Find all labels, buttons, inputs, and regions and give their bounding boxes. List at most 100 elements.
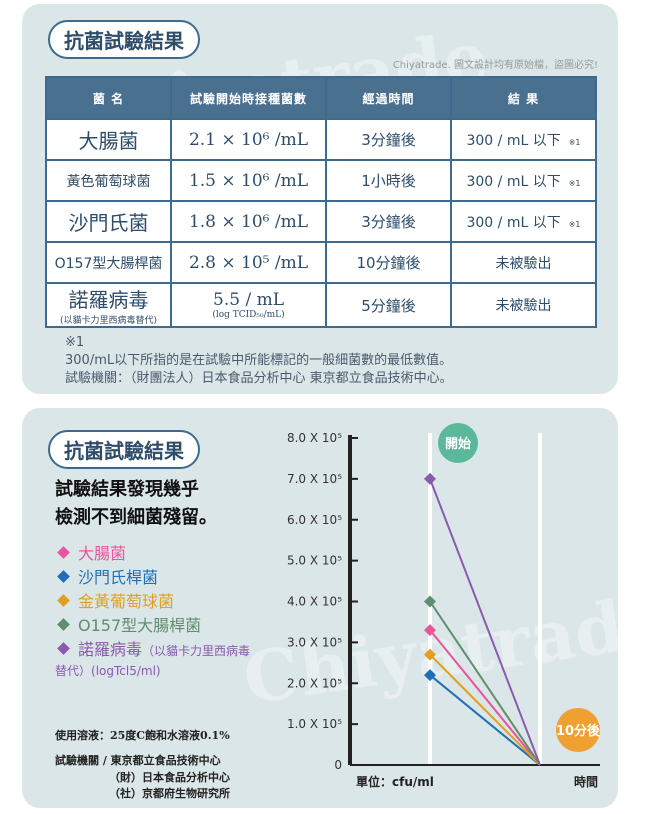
time-cell: 5分鐘後: [325, 282, 452, 328]
table-panel: Chiyatrade 抗菌試驗結果 Chiyatrade. 圖文設計均有原始檔，…: [22, 4, 618, 394]
result: 未被驗出: [495, 255, 552, 272]
bacteria-name: 大腸菌: [78, 129, 139, 153]
name-cell: 沙門氏菌: [45, 200, 172, 243]
footer-line: 使用溶液：25度C飽和水溶液0.1%: [55, 729, 230, 742]
footer-line: （財）日本食品分析中心: [109, 771, 230, 784]
series-line: [429, 653, 541, 766]
copyright: Chiyatrade. 圖文設計均有原始檔，盜圖必究!: [392, 60, 598, 71]
note: 試驗機關：（財團法人）日本食品分析中心 東京都立食品技術中心。: [65, 371, 453, 386]
x-category-label: 開始: [445, 436, 471, 452]
count-note: (log TCID₅₀/mL): [212, 310, 285, 320]
name-cell: 大腸菌: [45, 118, 172, 161]
legend-item: 沙門氏桿菌: [55, 564, 260, 588]
x-axis-label: 時間: [574, 774, 598, 789]
bacteria-name: 黃色葡萄球菌: [66, 173, 151, 190]
result-cell: 300 / mL 以下 ※1: [450, 118, 597, 161]
category-bubble: [438, 423, 478, 463]
footer-line: 試驗機關 / 東京都立食品技術中心: [55, 754, 221, 767]
bacteria-name: 沙門氏菌: [68, 211, 149, 235]
series-line: [429, 478, 541, 766]
y-tick-label: 0: [334, 758, 342, 772]
y-tick-label: 6.0 X 10⁵: [287, 513, 342, 527]
y-tick-label: 5.0 X 10⁵: [287, 554, 342, 568]
note: ※1: [65, 335, 85, 350]
count: 1.8 × 10⁶ /mL: [188, 211, 309, 232]
table-row: 諾羅病毒 (以貓卡力里西病毒替代) 5.5 / mL (log TCID₅₀/mL) 5…: [45, 282, 597, 328]
headline: 試驗結果發現幾乎 檢測不到細菌殘留。: [55, 476, 217, 532]
result: 300 / mL 以下: [466, 214, 561, 231]
name-note: (以貓卡力里西病毒替代): [59, 316, 158, 326]
legend-item: 諾羅病毒（以貓卡力里西病毒替代）(logTcl5/ml): [55, 636, 260, 679]
legend-note: （以貓卡力里西病毒替代）: [55, 644, 251, 678]
series-line: [429, 629, 541, 766]
legend: 大腸菌沙門氏桿菌金黃葡萄球菌 O157型大腸桿菌 諾羅病毒（以貓卡力里西病毒替代）(…: [55, 540, 260, 679]
point-marker: [424, 669, 436, 682]
table-row: 黃色葡萄球菌 1.5 × 10⁶ /mL 1小時後 300 / mL 以下 ※1: [45, 159, 597, 202]
bacteria-name: O157型大腸桿菌: [54, 255, 163, 272]
footer-line: （社）京都府生物研究所: [109, 787, 230, 800]
category-bubble: [556, 708, 600, 752]
point-marker: [424, 648, 436, 661]
result-cell: 未被驗出: [450, 282, 597, 328]
point-marker: [424, 624, 436, 637]
table-row: 大腸菌 2.1 × 10⁶ /mL 3分鐘後 300 / mL 以下 ※1: [45, 118, 597, 161]
count-cell: 1.8 × 10⁶ /mL: [170, 200, 327, 243]
count-cell: 5.5 / mL (log TCID₅₀/mL): [170, 282, 327, 328]
x-category-label: 10分後: [556, 723, 601, 739]
y-tick-label: 1.0 X 10⁵: [287, 717, 342, 731]
y-tick-label: 2.0 X 10⁵: [287, 676, 342, 690]
count-cell: 2.1 × 10⁶ /mL: [170, 118, 327, 161]
headline-line: 試驗結果發現幾乎: [55, 479, 199, 500]
legend-item: 大腸菌: [55, 540, 260, 564]
header-cell: 菌 名: [45, 76, 172, 120]
count: 2.1 × 10⁶ /mL: [188, 129, 309, 150]
header-cell: 結 果: [450, 76, 597, 120]
results-table: 菌 名試驗開始時接種菌數 經過時間結 果大腸菌 2.1 × 10⁶ /mL 3分鐘後 3…: [45, 76, 597, 328]
result-cell: 未被驗出: [450, 241, 597, 284]
count: 5.5 / mL: [213, 290, 284, 310]
legend-unit: (logTcl5/ml): [91, 664, 161, 678]
legend-label: 諾羅病毒: [78, 640, 143, 659]
legend-label: 大腸菌: [78, 544, 127, 563]
headline-line: 檢測不到細菌殘留。: [55, 507, 217, 528]
panel-title: 抗菌試驗結果: [48, 430, 200, 469]
result-note: ※1: [568, 137, 581, 147]
legend-label: O157型大腸桿菌: [78, 616, 202, 635]
notes: ※1 300/mL以下所指的是在試驗中所能標記的一般細菌數的最低數值。 試驗機關：（…: [65, 334, 453, 388]
count-cell: 1.5 × 10⁶ /mL: [170, 159, 327, 202]
time-cell: 3分鐘後: [325, 118, 452, 161]
footer: 使用溶液：25度C飽和水溶液0.1% 試驗機關 / 東京都立食品技術中心 （財）…: [55, 726, 230, 802]
time-cell: 10分鐘後: [325, 241, 452, 284]
series-line: [429, 600, 541, 766]
y-tick-label: 3.0 X 10⁵: [287, 635, 342, 649]
time-cell: 1小時後: [325, 159, 452, 202]
legend-item: 金黃葡萄球菌: [55, 588, 260, 612]
count: 2.8 × 10⁵ /mL: [188, 252, 309, 273]
result-note: ※1: [568, 219, 581, 229]
note: 300/mL以下所指的是在試驗中所能標記的一般細菌數的最低數值。: [65, 353, 453, 368]
result: 300 / mL 以下: [466, 132, 561, 149]
name-cell: 黃色葡萄球菌: [45, 159, 172, 202]
time-cell: 3分鐘後: [325, 200, 452, 243]
count-cell: 2.8 × 10⁵ /mL: [170, 241, 327, 284]
count: 1.5 × 10⁶ /mL: [188, 170, 309, 191]
header-cell: 試驗開始時接種菌數: [170, 76, 327, 120]
legend-label: 金黃葡萄球菌: [78, 592, 175, 611]
result-note: ※1: [568, 178, 581, 188]
y-tick-label: 7.0 X 10⁵: [287, 472, 342, 486]
result-cell: 300 / mL 以下 ※1: [450, 159, 597, 202]
y-unit-label: 單位：cfu/ml: [356, 774, 434, 789]
legend-label: 沙門氏桿菌: [78, 568, 159, 587]
panel-title: 抗菌試驗結果: [48, 20, 200, 59]
chart-panel: Chiyatrade 抗菌試驗結果 試驗結果發現幾乎 檢測不到細菌殘留。 大腸菌…: [22, 408, 654, 808]
bacteria-name: 諾羅病毒: [68, 288, 149, 312]
table-row: O157型大腸桿菌 2.8 × 10⁵ /mL 10分鐘後 未被驗出: [45, 241, 597, 284]
name-cell: 諾羅病毒 (以貓卡力里西病毒替代): [45, 282, 172, 328]
series-line: [429, 674, 541, 766]
table-row: 沙門氏菌 1.8 × 10⁶ /mL 3分鐘後 300 / mL 以下 ※1: [45, 200, 597, 243]
y-tick-label: 4.0 X 10⁵: [287, 595, 342, 609]
point-marker: [424, 595, 436, 608]
point-marker: [424, 472, 436, 485]
